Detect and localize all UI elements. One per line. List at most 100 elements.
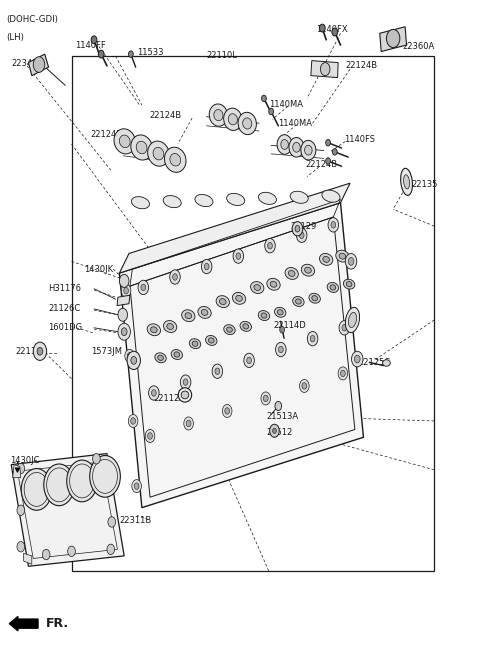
Text: 21126C: 21126C (48, 304, 81, 313)
Ellipse shape (208, 338, 214, 343)
Circle shape (37, 347, 43, 355)
Ellipse shape (189, 339, 201, 349)
Circle shape (386, 29, 400, 48)
Ellipse shape (178, 388, 192, 402)
Ellipse shape (132, 197, 149, 209)
Circle shape (265, 238, 275, 253)
Ellipse shape (258, 311, 270, 321)
Text: FR.: FR. (46, 617, 69, 630)
Ellipse shape (227, 327, 232, 332)
Ellipse shape (165, 147, 186, 172)
Ellipse shape (181, 310, 195, 322)
Circle shape (148, 433, 153, 439)
Circle shape (276, 342, 286, 357)
Ellipse shape (243, 324, 249, 329)
Ellipse shape (209, 104, 228, 126)
Ellipse shape (238, 112, 256, 135)
Ellipse shape (290, 191, 308, 203)
Ellipse shape (164, 321, 177, 332)
Circle shape (131, 418, 135, 424)
Circle shape (299, 232, 304, 238)
FancyArrow shape (9, 616, 38, 631)
Circle shape (129, 51, 133, 57)
Circle shape (98, 50, 104, 58)
Circle shape (90, 456, 120, 497)
Ellipse shape (224, 325, 235, 334)
Text: 1430JK: 1430JK (84, 264, 114, 274)
Ellipse shape (285, 268, 299, 279)
Ellipse shape (346, 281, 352, 287)
Ellipse shape (348, 312, 357, 328)
Ellipse shape (305, 267, 312, 273)
Ellipse shape (254, 285, 261, 291)
Circle shape (170, 270, 180, 284)
Text: 11533: 11533 (137, 48, 164, 57)
Circle shape (236, 253, 240, 259)
Circle shape (121, 328, 127, 336)
Polygon shape (380, 27, 407, 52)
Circle shape (244, 353, 254, 368)
Ellipse shape (288, 270, 295, 276)
Polygon shape (28, 54, 48, 76)
Ellipse shape (267, 278, 280, 290)
Ellipse shape (181, 391, 189, 399)
Circle shape (149, 386, 159, 400)
Ellipse shape (301, 264, 314, 276)
Circle shape (145, 430, 155, 443)
Circle shape (204, 263, 209, 270)
Ellipse shape (167, 323, 173, 330)
Circle shape (331, 221, 336, 228)
Ellipse shape (195, 195, 213, 206)
Text: 22110L: 22110L (206, 51, 238, 60)
Polygon shape (24, 553, 32, 564)
Polygon shape (11, 454, 124, 566)
Circle shape (348, 257, 354, 265)
Ellipse shape (174, 352, 180, 357)
Ellipse shape (243, 118, 252, 129)
Ellipse shape (312, 296, 317, 301)
Circle shape (354, 355, 360, 363)
Bar (72, 56, 434, 571)
Ellipse shape (270, 281, 277, 287)
Text: 22113A: 22113A (15, 347, 47, 356)
Ellipse shape (163, 195, 181, 208)
Circle shape (278, 346, 283, 353)
Text: 21513A: 21513A (266, 412, 299, 421)
Ellipse shape (277, 310, 283, 315)
Circle shape (328, 217, 338, 232)
Ellipse shape (330, 285, 336, 290)
Text: 22129: 22129 (291, 221, 317, 231)
Circle shape (17, 505, 24, 515)
Ellipse shape (309, 293, 320, 303)
Circle shape (118, 323, 131, 340)
Circle shape (302, 383, 307, 389)
Circle shape (108, 517, 116, 527)
Circle shape (307, 332, 318, 346)
Circle shape (33, 57, 45, 72)
Ellipse shape (228, 114, 238, 125)
Polygon shape (12, 465, 21, 478)
Ellipse shape (305, 145, 312, 155)
Circle shape (121, 284, 131, 297)
Ellipse shape (198, 306, 211, 319)
Circle shape (152, 390, 156, 396)
Circle shape (292, 221, 303, 236)
Text: 22124B: 22124B (345, 61, 377, 71)
Ellipse shape (236, 295, 242, 301)
Ellipse shape (151, 326, 157, 333)
Ellipse shape (346, 308, 360, 332)
Ellipse shape (322, 190, 340, 202)
Ellipse shape (158, 355, 163, 360)
Circle shape (44, 464, 74, 505)
Ellipse shape (383, 360, 390, 366)
Ellipse shape (136, 141, 147, 153)
Circle shape (21, 469, 52, 510)
Circle shape (186, 420, 191, 426)
Ellipse shape (258, 192, 276, 204)
Circle shape (91, 36, 97, 44)
Ellipse shape (261, 313, 267, 318)
Circle shape (134, 483, 139, 489)
Circle shape (68, 546, 75, 556)
Ellipse shape (227, 193, 245, 206)
Text: 22114D: 22114D (274, 321, 306, 330)
